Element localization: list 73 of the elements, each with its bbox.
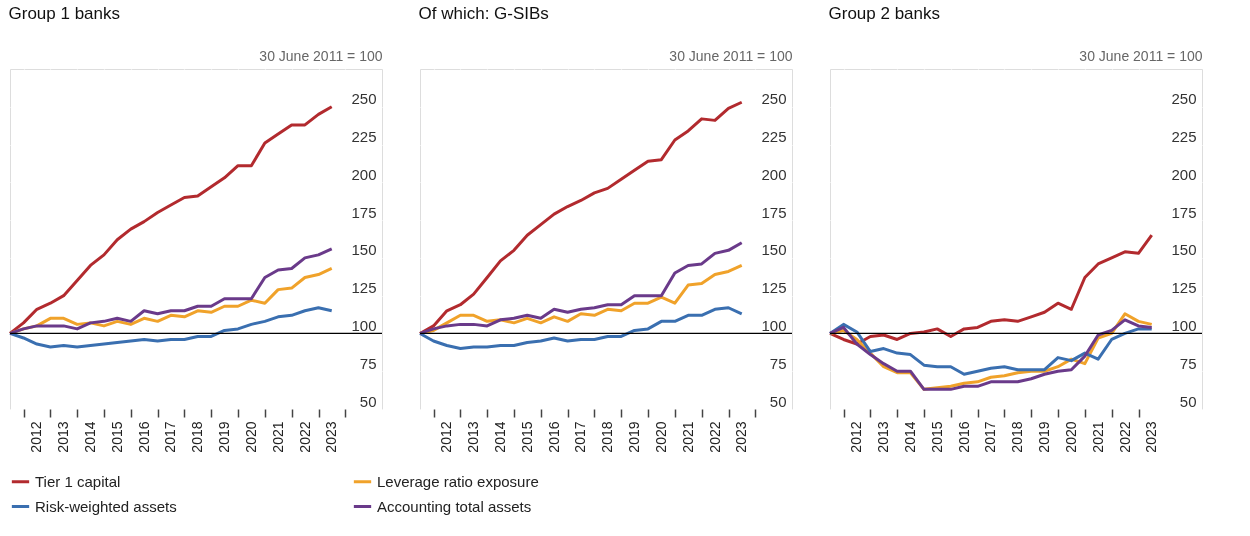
x-tick-label: 2023 (733, 421, 750, 453)
y-axis-title: 30 June 2011 = 100 (1079, 47, 1203, 64)
x-tick-label: 2021 (1089, 421, 1106, 453)
y-tick-label: 200 (761, 165, 787, 183)
y-tick-label: 175 (761, 203, 787, 221)
x-tick-label: 2021 (269, 421, 286, 453)
y-tick-label: 100 (1171, 316, 1197, 334)
y-tick-label: 225 (761, 128, 787, 146)
x-tick-label: 2020 (242, 421, 259, 453)
x-tick-label: 2012 (28, 421, 45, 453)
y-tick-label: 50 (769, 392, 787, 410)
chart-title: Of which: G-SIBs (418, 4, 549, 23)
x-tick-label: 2016 (545, 421, 562, 453)
x-tick-label: 2019 (626, 421, 643, 453)
x-tick-label: 2018 (599, 421, 616, 453)
y-tick-label: 75 (359, 354, 377, 372)
y-tick-label: 125 (1171, 279, 1197, 297)
x-tick-label: 2022 (1116, 421, 1133, 453)
x-tick-label: 2012 (438, 421, 455, 453)
legend-label: Tier 1 capital (35, 472, 121, 490)
x-tick-label: 2013 (875, 421, 892, 453)
y-tick-label: 225 (1171, 128, 1197, 146)
chart-title: Group 2 banks (828, 4, 941, 23)
y-tick-label: 100 (351, 316, 377, 334)
x-tick-label: 2015 (518, 421, 535, 453)
y-tick-label: 250 (351, 90, 377, 108)
x-tick-label: 2022 (706, 421, 723, 453)
x-tick-label: 2014 (492, 421, 509, 453)
x-tick-label: 2022 (296, 421, 313, 453)
legend-label: Leverage ratio exposure (377, 472, 539, 490)
x-tick-label: 2018 (189, 421, 206, 453)
x-tick-label: 2016 (955, 421, 972, 453)
y-tick-label: 150 (351, 241, 377, 259)
y-tick-label: 75 (769, 354, 787, 372)
x-tick-label: 2017 (162, 421, 179, 453)
x-tick-label: 2020 (1062, 421, 1079, 453)
chart-title: Group 1 banks (8, 4, 121, 23)
y-tick-label: 175 (1171, 203, 1197, 221)
x-tick-label: 2012 (848, 421, 865, 453)
x-tick-label: 2014 (902, 421, 919, 453)
x-tick-label: 2015 (928, 421, 945, 453)
x-tick-label: 2014 (82, 421, 99, 453)
x-tick-label: 2023 (323, 421, 340, 453)
y-axis-title: 30 June 2011 = 100 (259, 47, 383, 64)
x-tick-label: 2013 (465, 421, 482, 453)
y-tick-label: 125 (761, 279, 787, 297)
y-tick-label: 100 (761, 316, 787, 334)
x-tick-label: 2019 (216, 421, 233, 453)
y-tick-label: 75 (1179, 354, 1197, 372)
y-tick-label: 250 (761, 90, 787, 108)
y-axis-title: 30 June 2011 = 100 (669, 47, 793, 64)
x-tick-label: 2017 (982, 421, 999, 453)
y-tick-label: 225 (351, 128, 377, 146)
x-tick-label: 2015 (108, 421, 125, 453)
x-tick-label: 2013 (55, 421, 72, 453)
x-tick-label: 2021 (679, 421, 696, 453)
y-tick-label: 125 (351, 279, 377, 297)
legend-label: Accounting total assets (377, 497, 532, 515)
y-tick-label: 250 (1171, 90, 1197, 108)
x-tick-label: 2020 (652, 421, 669, 453)
y-tick-label: 200 (351, 165, 377, 183)
x-tick-label: 2016 (135, 421, 152, 453)
x-tick-label: 2023 (1143, 421, 1160, 453)
y-tick-label: 50 (359, 392, 377, 410)
x-tick-label: 2018 (1009, 421, 1026, 453)
y-tick-label: 175 (351, 203, 377, 221)
legend-label: Risk-weighted assets (35, 497, 177, 515)
x-tick-label: 2019 (1036, 421, 1053, 453)
x-tick-label: 2017 (572, 421, 589, 453)
y-tick-label: 200 (1171, 165, 1197, 183)
y-tick-label: 150 (761, 241, 787, 259)
y-tick-label: 50 (1179, 392, 1197, 410)
y-tick-label: 150 (1171, 241, 1197, 259)
